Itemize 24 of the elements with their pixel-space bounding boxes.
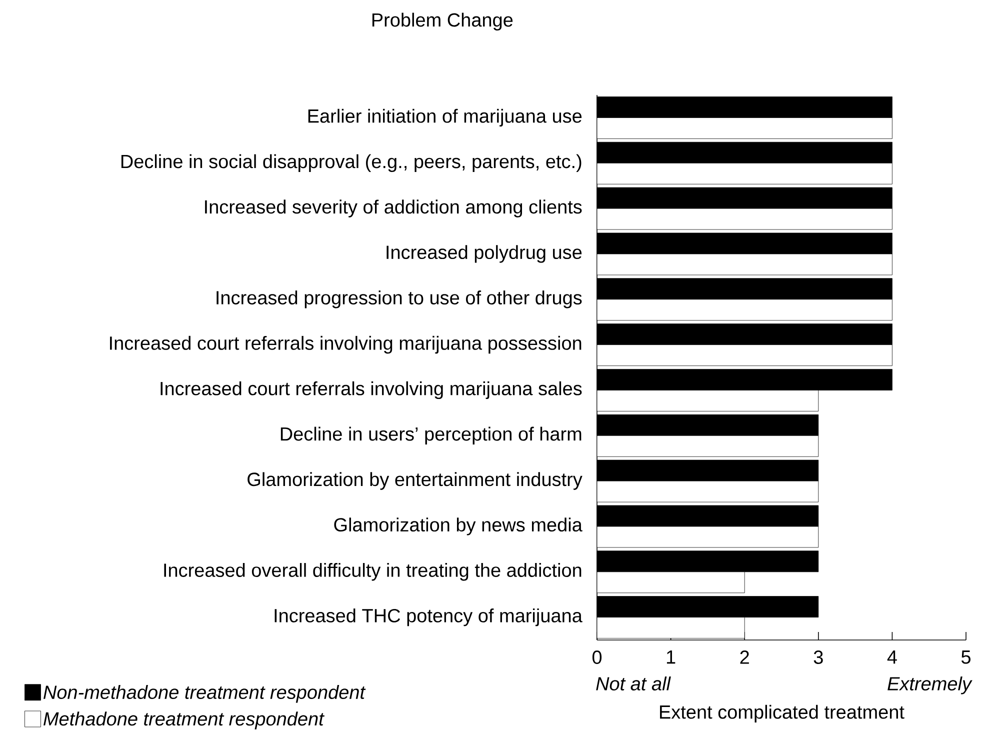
- y-tick-label: Glamorization by entertainment industry: [248, 472, 582, 490]
- y-tick-label: Increased court referrals involving marijuana possession: [110, 336, 582, 354]
- y-axis-title: Problem Change: [372, 12, 513, 30]
- x-tick-label: 0: [592, 650, 602, 664]
- y-tick-label: Earlier initiation of marijuana use: [308, 108, 582, 127]
- legend-label: Non-methadone treatment respondent: [44, 685, 366, 703]
- y-tick-label: Decline in users’ perception of harm: [280, 426, 582, 444]
- y-tick-label: Increased severity of addiction among clients: [205, 200, 582, 218]
- legend-label: Methadone treatment respondent: [44, 712, 325, 730]
- y-tick-label: Increased progression to use of other drugs: [216, 290, 582, 308]
- y-tick-label: Increased polydrug use: [386, 245, 582, 263]
- x-tick-label: 4: [887, 650, 897, 664]
- x-axis-title: Extent complicated treatment: [660, 704, 904, 723]
- y-tick-label: Increased court referrals involving marijuana sales: [160, 381, 582, 400]
- text: Extremely: [888, 676, 972, 694]
- y-tick-label: Glamorization by news media: [334, 518, 582, 536]
- x-tick-label: 3: [814, 650, 823, 664]
- x-tick-label: 2: [740, 650, 749, 664]
- y-tick-label: Increased THC potency of marijuana: [274, 608, 582, 626]
- y-tick-label: Increased overall difficulty in treating the addiction: [164, 563, 582, 581]
- x-tick-label: 5: [961, 650, 970, 664]
- x-tick-label: 1: [666, 650, 676, 664]
- y-tick-label: Decline in social disapproval (e.g., peers, parents, etc.): [121, 154, 582, 172]
- text: Not at all: [596, 676, 671, 690]
